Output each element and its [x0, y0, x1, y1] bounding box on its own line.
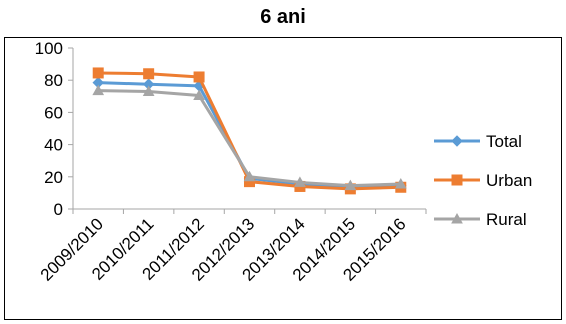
data-point-rural — [92, 84, 105, 96]
data-point-rural — [243, 170, 256, 182]
y-tick-label: 40 — [44, 136, 63, 155]
data-point-rural — [394, 178, 407, 189]
chart-title: 6 ani — [260, 6, 306, 28]
legend-marker-total — [451, 135, 463, 147]
data-point-urban — [92, 67, 104, 79]
y-tick-label: 60 — [44, 103, 63, 122]
legend-label-total: Total — [486, 132, 522, 151]
y-tick-label: 0 — [54, 200, 63, 219]
data-point-rural — [294, 176, 306, 187]
data-point-urban — [193, 71, 205, 83]
data-point-urban — [143, 68, 155, 80]
data-point-rural — [344, 179, 357, 191]
legend-label-urban: Urban — [486, 171, 532, 190]
y-tick-label: 20 — [44, 168, 63, 187]
legend-marker-rural — [451, 212, 463, 224]
chart-frame — [4, 37, 562, 320]
legend-label-rural: Rural — [486, 210, 527, 229]
data-point-rural — [142, 85, 155, 96]
legend-marker-urban — [451, 174, 463, 186]
y-tick-label: 100 — [35, 39, 63, 58]
y-tick-label: 80 — [44, 71, 63, 90]
data-point-rural — [193, 89, 205, 100]
